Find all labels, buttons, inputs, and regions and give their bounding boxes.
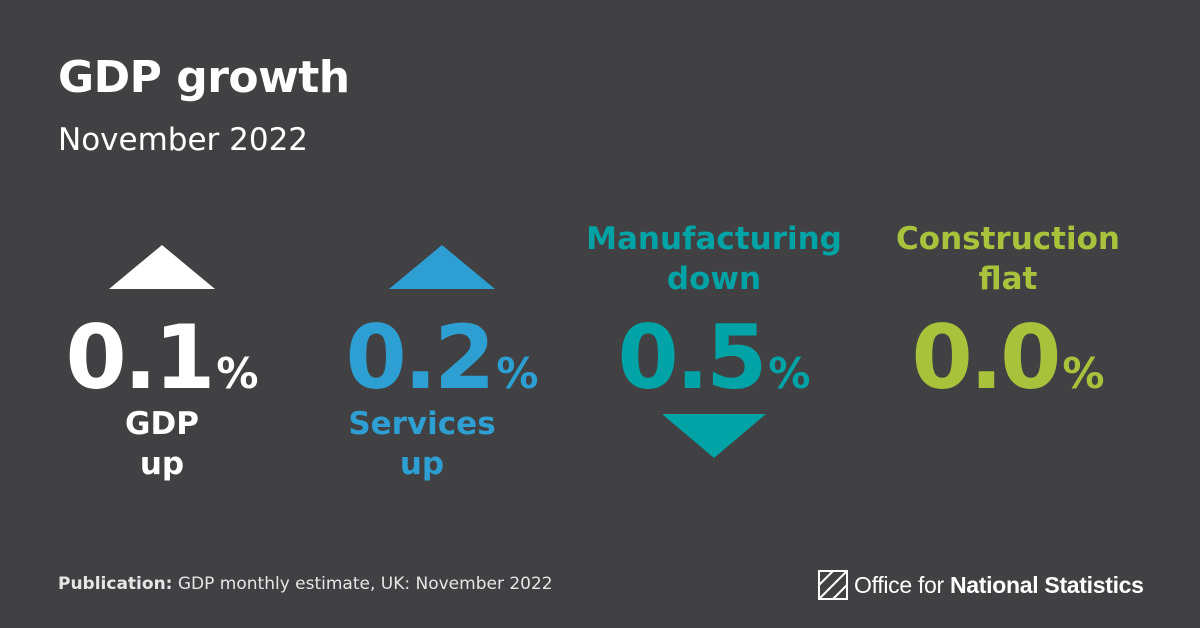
publication-text: GDP monthly estimate, UK: November 2022 <box>177 574 553 594</box>
stat-services-value: 0.2% <box>345 306 539 409</box>
page-subtitle: November 2022 <box>58 122 309 158</box>
ons-logo[interactable]: Office for National Statistics <box>818 567 1144 603</box>
arrow-up-icon <box>109 245 215 289</box>
ons-logo-icon <box>818 570 848 600</box>
stat-construction-value: 0.0% <box>911 306 1105 409</box>
stat-gdp-value: 0.1% <box>65 306 259 409</box>
stat-construction: Construction flat 0.0% <box>868 0 1148 500</box>
publication-label: Publication: <box>58 574 173 594</box>
page-title: GDP growth <box>58 52 350 103</box>
stat-manufacturing: Manufacturing down 0.5% <box>574 0 854 500</box>
stat-services-label: Services up <box>348 406 496 482</box>
stat-services: 0.2% Services up <box>302 0 582 500</box>
arrow-down-icon <box>662 414 766 458</box>
ons-logo-text: Office for National Statistics <box>854 571 1144 598</box>
publication-footer: Publication: GDP monthly estimate, UK: N… <box>58 574 553 594</box>
stat-gdp-label: GDP up <box>125 406 199 482</box>
stat-manufacturing-value: 0.5% <box>617 306 811 409</box>
arrow-up-icon <box>389 245 495 289</box>
stat-manufacturing-label: Manufacturing down <box>586 221 842 297</box>
stat-gdp: 0.1% GDP up <box>22 0 302 500</box>
stat-construction-label: Construction flat <box>896 221 1120 297</box>
